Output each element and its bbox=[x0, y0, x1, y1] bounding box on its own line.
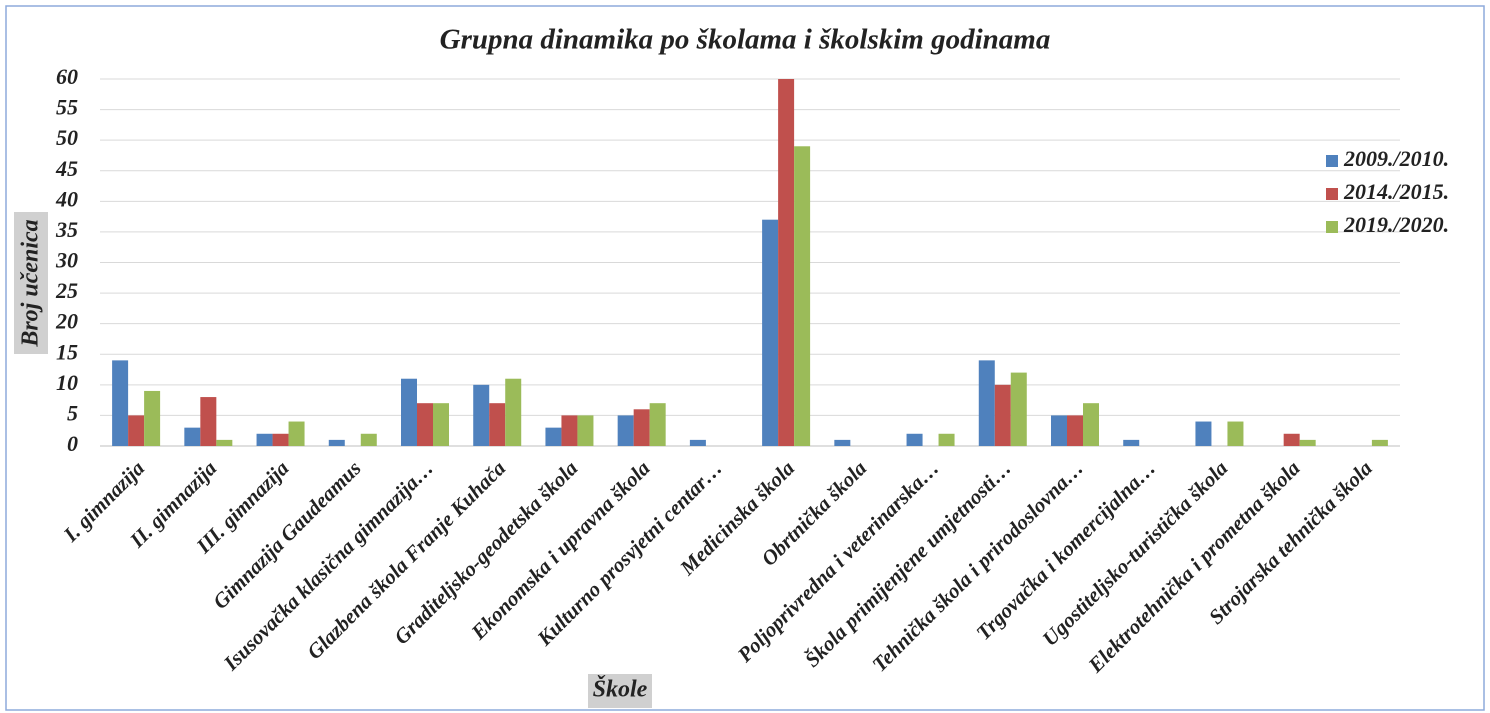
legend-label: 2009./2010. bbox=[1343, 146, 1449, 171]
legend-swatch bbox=[1326, 155, 1338, 167]
y-tick-label: 25 bbox=[55, 278, 78, 303]
bar bbox=[1195, 421, 1212, 446]
bar bbox=[994, 384, 1011, 446]
bar bbox=[433, 403, 449, 446]
bar bbox=[112, 360, 129, 446]
bar bbox=[1067, 415, 1083, 446]
bar bbox=[288, 421, 305, 446]
bar bbox=[144, 390, 161, 446]
y-label-bg bbox=[14, 212, 48, 354]
chart-title: Grupna dinamika po školama i školskim go… bbox=[440, 24, 1051, 56]
bar bbox=[489, 403, 506, 446]
bar bbox=[978, 360, 995, 446]
bar bbox=[256, 433, 273, 446]
bar bbox=[1010, 372, 1027, 446]
bar bbox=[1051, 415, 1067, 446]
bar bbox=[762, 219, 779, 446]
bar bbox=[1227, 421, 1244, 446]
y-axis-label: Broj učenica bbox=[18, 219, 44, 347]
bar bbox=[561, 415, 578, 446]
bar bbox=[633, 409, 650, 446]
bar bbox=[200, 397, 217, 446]
y-tick-label: 60 bbox=[56, 64, 78, 89]
bar bbox=[1123, 439, 1140, 446]
bar bbox=[216, 439, 233, 446]
bar bbox=[649, 403, 666, 446]
bar bbox=[577, 415, 594, 446]
y-tick-label: 0 bbox=[67, 431, 78, 456]
y-tick-label: 35 bbox=[55, 217, 78, 242]
bar bbox=[778, 79, 795, 446]
bar bbox=[128, 415, 145, 446]
y-tick-label: 15 bbox=[56, 339, 78, 364]
y-tick-label: 45 bbox=[55, 156, 78, 181]
y-tick-label: 10 bbox=[56, 370, 78, 395]
legend-label: 2019./2020. bbox=[1343, 212, 1449, 237]
y-tick-label: 30 bbox=[55, 248, 78, 273]
bar bbox=[545, 427, 562, 446]
x-axis-label: Škole bbox=[593, 676, 648, 703]
bar bbox=[328, 439, 345, 446]
y-tick-label: 50 bbox=[56, 125, 78, 150]
bar bbox=[689, 439, 706, 446]
bar bbox=[1299, 439, 1316, 446]
bar bbox=[184, 427, 201, 446]
y-tick-label: 5 bbox=[67, 400, 78, 425]
bar bbox=[1283, 433, 1300, 446]
bar bbox=[1083, 403, 1099, 446]
bar bbox=[505, 378, 522, 446]
y-tick-label: 20 bbox=[55, 309, 78, 334]
bar bbox=[360, 433, 377, 446]
bar bbox=[417, 403, 433, 446]
y-tick-label: 40 bbox=[55, 186, 78, 211]
chart-frame bbox=[5, 5, 1485, 711]
bar bbox=[401, 378, 417, 446]
bar bbox=[1371, 439, 1388, 446]
x-label-bg bbox=[588, 674, 652, 708]
legend-swatch bbox=[1326, 221, 1338, 233]
bar bbox=[473, 384, 490, 446]
bar bbox=[938, 433, 955, 446]
bar bbox=[794, 146, 811, 447]
bar bbox=[834, 439, 851, 446]
bar bbox=[906, 433, 923, 446]
bar bbox=[617, 415, 634, 446]
legend-swatch bbox=[1326, 188, 1338, 200]
legend-label: 2014./2015. bbox=[1343, 179, 1449, 204]
y-tick-label: 55 bbox=[56, 95, 78, 120]
bar bbox=[272, 433, 289, 446]
